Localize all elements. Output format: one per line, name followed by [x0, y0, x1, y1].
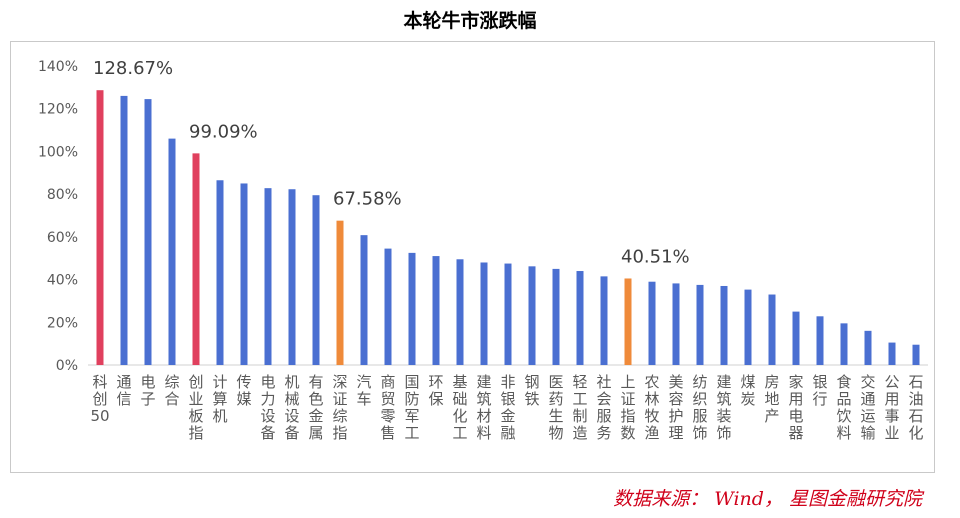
category-label: 商贸零售	[380, 373, 395, 442]
category-label: 非银金融	[500, 373, 515, 442]
data-label: 128.67%	[93, 58, 173, 79]
data-label: 40.51%	[621, 246, 690, 267]
chart-frame	[10, 41, 935, 473]
category-label: 美容护理	[668, 373, 683, 442]
bar	[264, 188, 272, 365]
category-label: 电子	[140, 373, 155, 408]
category-label: 公用事业	[884, 373, 899, 442]
bar	[696, 284, 704, 365]
category-label: 建筑装饰	[716, 373, 731, 442]
y-tick-label: 60%	[47, 230, 78, 246]
bar	[720, 285, 728, 365]
category-label: 煤炭	[740, 373, 755, 408]
category-label: 科创 50	[90, 373, 109, 425]
bar	[552, 268, 560, 365]
category-label: 电力设备	[260, 373, 275, 442]
bar	[864, 330, 872, 365]
bar	[432, 256, 440, 365]
bar	[624, 278, 632, 365]
category-label: 家用电器	[788, 373, 803, 442]
category-label: 环保	[428, 373, 443, 408]
category-label: 钢铁	[524, 373, 539, 408]
y-tick-label: 40%	[47, 273, 78, 289]
chart-title: 本轮牛市涨跌幅	[403, 10, 537, 32]
bar	[408, 252, 416, 365]
bar	[528, 266, 536, 365]
bar-chart: 0% 20% 40% 60% 80% 100% 120% 140% 科创 50 通信电子综合创业板指…	[38, 58, 928, 442]
bar	[144, 99, 152, 365]
category-label: 通信	[116, 373, 131, 408]
bar	[288, 189, 296, 365]
data-label: 99.09%	[189, 121, 258, 142]
source-note: 数据来源： Wind， 星图金融研究院	[613, 488, 922, 510]
category-label: 房地产	[764, 373, 779, 425]
bar	[912, 344, 920, 365]
bar	[120, 95, 128, 366]
category-label: 上证指数	[620, 373, 635, 442]
y-tick-label: 20%	[47, 315, 78, 331]
category-label: 汽车	[356, 373, 371, 408]
category-label: 轻工制造	[572, 373, 587, 442]
bar	[192, 153, 200, 365]
bar	[312, 195, 320, 365]
bar	[96, 90, 104, 366]
category-label: 社会服务	[596, 373, 611, 442]
bar	[648, 281, 656, 365]
category-label: 银行	[812, 373, 827, 408]
bar	[336, 220, 344, 365]
bar	[240, 183, 248, 365]
category-label: 石油石化	[908, 373, 923, 442]
bar	[504, 263, 512, 365]
bar	[888, 342, 896, 365]
bar	[768, 294, 776, 365]
bar	[744, 289, 752, 365]
category-label: 建筑材料	[476, 373, 491, 442]
category-label: 农林牧渔	[644, 373, 659, 442]
bar	[792, 311, 800, 365]
category-label: 食品饮料	[836, 373, 851, 442]
y-tick-label: 0%	[56, 358, 78, 374]
bar	[216, 180, 224, 365]
bar	[480, 262, 488, 365]
category-label: 创业板指	[188, 373, 203, 442]
bar	[576, 271, 584, 365]
y-tick-label: 80%	[47, 187, 78, 203]
bar	[816, 316, 824, 365]
category-label: 机械设备	[284, 373, 299, 442]
category-label: 医药生物	[548, 373, 563, 442]
y-tick-label: 100%	[38, 144, 78, 160]
bar	[360, 235, 368, 365]
data-label: 67.58%	[333, 189, 402, 210]
category-label: 传媒	[236, 373, 251, 408]
bar	[384, 248, 392, 365]
bar	[168, 138, 176, 365]
y-tick-label: 120%	[38, 102, 78, 118]
bar	[840, 323, 848, 365]
category-label: 基础化工	[452, 373, 467, 442]
category-label: 纺织服饰	[692, 373, 707, 442]
category-label: 有色金属	[308, 373, 323, 442]
bar	[600, 276, 608, 365]
category-label: 国防军工	[404, 373, 419, 442]
category-label: 交通运输	[860, 373, 875, 442]
category-label: 深证综指	[332, 373, 347, 442]
y-tick-label: 140%	[38, 59, 78, 75]
category-label: 综合	[164, 373, 179, 408]
bar	[456, 259, 464, 365]
category-label: 计算机	[212, 373, 227, 425]
bar	[672, 283, 680, 365]
